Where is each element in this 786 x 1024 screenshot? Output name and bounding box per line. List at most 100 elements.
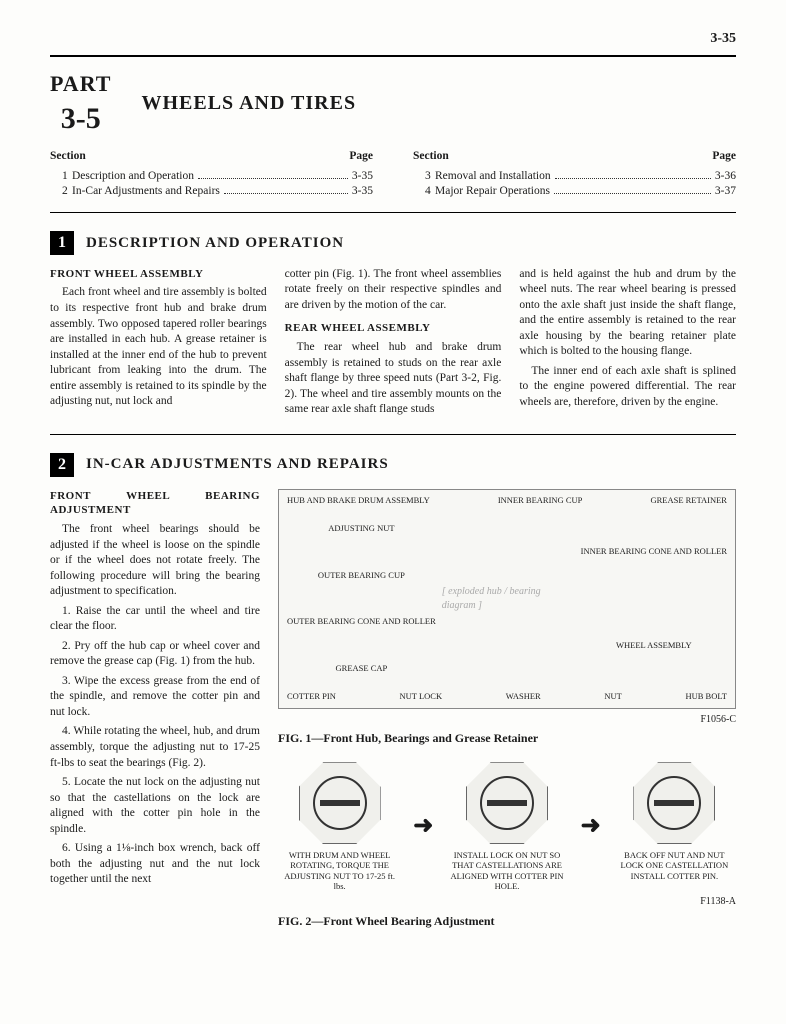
section-1-title: 1 DESCRIPTION AND OPERATION (50, 231, 736, 255)
step-text: 6. Using a 1⅛-inch box wrench, back off … (50, 841, 260, 888)
divider (50, 212, 736, 213)
nut-icon (466, 762, 548, 844)
part-box: PART 3-5 (50, 69, 111, 139)
fig2-caption: FIG. 2—Front Wheel Bearing Adjustment (278, 913, 736, 929)
section-title-text: IN-CAR ADJUSTMENTS AND REPAIRS (86, 454, 389, 474)
fig1-graphic: [ exploded hub / bearing diagram ] (442, 505, 575, 692)
col-2: cotter pin (Fig. 1). The front wheel ass… (285, 267, 502, 422)
section-num-box: 1 (50, 231, 74, 255)
step-text: 2. Pry off the hub cap or wheel cover an… (50, 639, 260, 670)
fig-label: OUTER BEARING CUP (287, 571, 436, 580)
figure-1: HUB AND BRAKE DRUM ASSEMBLY INNER BEARIN… (278, 489, 736, 709)
fig-label: GREASE CAP (287, 664, 436, 673)
toc-label: Removal and Installation (435, 169, 551, 185)
col-1: FRONT WHEEL ASSEMBLY Each front wheel an… (50, 267, 267, 422)
nut-icon (299, 762, 381, 844)
part-label: PART (50, 69, 111, 99)
toc-dots (554, 193, 711, 194)
fig-label: HUB AND BRAKE DRUM ASSEMBLY (287, 496, 430, 505)
toc-head-page: Page (349, 149, 373, 165)
toc-page: 3-36 (715, 169, 736, 185)
left-text-column: FRONT WHEEL BEARING ADJUSTMENT The front… (50, 489, 260, 929)
fig2-step-text: WITH DRUM AND WHEEL ROTATING, TORQUE THE… (278, 850, 401, 891)
toc-left: Section Page 1 Description and Operation… (50, 149, 373, 200)
toc-head-page: Page (712, 149, 736, 165)
arrow-icon: ➜ (413, 810, 433, 842)
mid-text: cotter pin (Fig. 1). The front wheel ass… (285, 267, 502, 314)
fig1-caption: FIG. 1—Front Hub, Bearings and Grease Re… (278, 730, 736, 746)
toc-label: Major Repair Operations (435, 184, 550, 200)
fig-label: ADJUSTING NUT (287, 524, 436, 533)
toc-idx: 1 (62, 169, 72, 185)
section-1-body: FRONT WHEEL ASSEMBLY Each front wheel an… (50, 267, 736, 422)
toc-row: 4 Major Repair Operations 3-37 (425, 184, 736, 200)
toc-head: Section Page (50, 149, 373, 165)
right-text-2: The inner end of each axle shaft is spli… (519, 364, 736, 411)
fig-label: GREASE RETAINER (650, 496, 727, 505)
step-text: 4. While rotating the wheel, hub, and dr… (50, 724, 260, 771)
col-3: and is held against the hub and drum by … (519, 267, 736, 422)
right-text-1: and is held against the hub and drum by … (519, 267, 736, 360)
toc-head-section: Section (50, 149, 86, 165)
toc-page: 3-35 (352, 184, 373, 200)
bearing-adjust-head: FRONT WHEEL BEARING ADJUSTMENT (50, 489, 260, 519)
fig1-code: F1056-C (278, 713, 736, 727)
front-wheel-head: FRONT WHEEL ASSEMBLY (50, 267, 267, 282)
toc-idx: 3 (425, 169, 435, 185)
nut-icon (633, 762, 715, 844)
step-text: 1. Raise the car until the wheel and tir… (50, 604, 260, 635)
fig-label: NUT LOCK (400, 692, 443, 701)
fig-label: WHEEL ASSEMBLY (581, 641, 727, 650)
fig-label: INNER BEARING CONE AND ROLLER (581, 547, 727, 556)
fig-label: COTTER PIN (287, 692, 336, 701)
section-title-text: DESCRIPTION AND OPERATION (86, 233, 344, 253)
step-text: 5. Locate the nut lock on the adjusting … (50, 775, 260, 837)
fig2-step-text: BACK OFF NUT AND NUT LOCK ONE CASTELLATI… (613, 850, 736, 881)
rear-wheel-text: The rear wheel hub and brake drum assemb… (285, 340, 502, 418)
figures-column: HUB AND BRAKE DRUM ASSEMBLY INNER BEARIN… (278, 489, 736, 929)
front-wheel-text: Each front wheel and tire assembly is bo… (50, 285, 267, 409)
toc-row: 3 Removal and Installation 3-36 (425, 169, 736, 185)
toc-dots (224, 193, 348, 194)
section-2-title: 2 IN-CAR ADJUSTMENTS AND REPAIRS (50, 453, 736, 477)
page-number: 3-35 (50, 30, 736, 49)
section-2-body: FRONT WHEEL BEARING ADJUSTMENT The front… (50, 489, 736, 929)
fig1-bottom-labels: COTTER PIN NUT LOCK WASHER NUT HUB BOLT (287, 692, 727, 701)
step-text: 3. Wipe the excess grease from the end o… (50, 674, 260, 721)
fig-label: INNER BEARING CUP (498, 496, 583, 505)
fig-label: OUTER BEARING CONE AND ROLLER (287, 617, 436, 626)
fig-label: NUT (604, 692, 621, 701)
toc-label: Description and Operation (72, 169, 194, 185)
toc-page: 3-35 (352, 169, 373, 185)
fig2-step-3: BACK OFF NUT AND NUT LOCK ONE CASTELLATI… (613, 762, 736, 891)
fig2-code: F1138-A (278, 895, 736, 909)
part-header: PART 3-5 WHEELS AND TIRES (50, 69, 736, 139)
part-number: 3-5 (50, 99, 111, 140)
fig2-step-1: WITH DRUM AND WHEEL ROTATING, TORQUE THE… (278, 762, 401, 891)
intro-text: The front wheel bearings should be adjus… (50, 522, 260, 600)
fig1-top-labels: HUB AND BRAKE DRUM ASSEMBLY INNER BEARIN… (287, 496, 727, 505)
toc-head: Section Page (413, 149, 736, 165)
toc-idx: 2 (62, 184, 72, 200)
toc-row: 1 Description and Operation 3-35 (62, 169, 373, 185)
fig1-left-labels: ADJUSTING NUT OUTER BEARING CUP OUTER BE… (287, 505, 436, 692)
section-num-box: 2 (50, 453, 74, 477)
top-rule (50, 55, 736, 57)
fig-label: HUB BOLT (685, 692, 726, 701)
fig1-right-labels: INNER BEARING CONE AND ROLLER WHEEL ASSE… (581, 505, 727, 692)
divider (50, 434, 736, 435)
fig-label: WASHER (506, 692, 541, 701)
toc-right: Section Page 3 Removal and Installation … (413, 149, 736, 200)
toc-head-section: Section (413, 149, 449, 165)
rear-wheel-head: REAR WHEEL ASSEMBLY (285, 321, 502, 336)
toc: Section Page 1 Description and Operation… (50, 149, 736, 200)
toc-page: 3-37 (715, 184, 736, 200)
toc-dots (198, 178, 348, 179)
toc-idx: 4 (425, 184, 435, 200)
figure-2: WITH DRUM AND WHEEL ROTATING, TORQUE THE… (278, 762, 736, 891)
fig2-step-text: INSTALL LOCK ON NUT SO THAT CASTELLATION… (445, 850, 568, 891)
part-title: WHEELS AND TIRES (141, 90, 356, 117)
fig2-step-2: INSTALL LOCK ON NUT SO THAT CASTELLATION… (445, 762, 568, 891)
toc-row: 2 In-Car Adjustments and Repairs 3-35 (62, 184, 373, 200)
arrow-icon: ➜ (581, 810, 601, 842)
